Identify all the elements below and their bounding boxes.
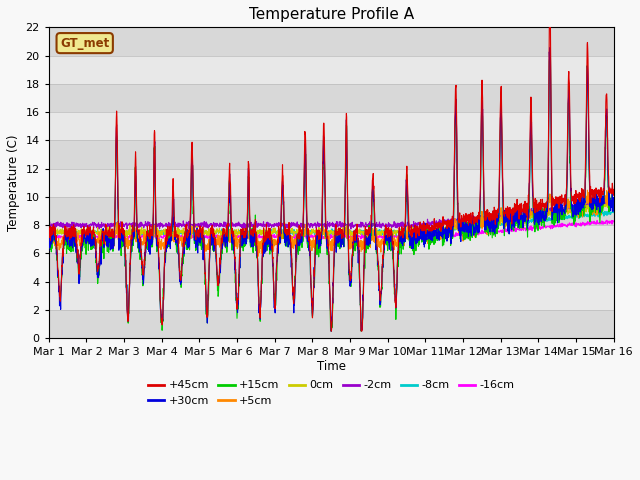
Bar xyxy=(49,197,614,225)
Bar xyxy=(49,140,614,168)
Bar xyxy=(49,56,614,84)
Bar xyxy=(49,112,614,140)
Text: GT_met: GT_met xyxy=(60,36,109,49)
Bar xyxy=(49,84,614,112)
Bar xyxy=(49,253,614,282)
Bar xyxy=(49,225,614,253)
Bar xyxy=(49,27,614,56)
Bar xyxy=(49,168,614,197)
X-axis label: Time: Time xyxy=(317,360,346,373)
Bar xyxy=(49,310,614,338)
Title: Temperature Profile A: Temperature Profile A xyxy=(249,7,414,22)
Y-axis label: Temperature (C): Temperature (C) xyxy=(7,134,20,231)
Legend: +45cm, +30cm, +15cm, +5cm, 0cm, -2cm, -8cm, -16cm: +45cm, +30cm, +15cm, +5cm, 0cm, -2cm, -8… xyxy=(143,376,519,410)
Bar xyxy=(49,282,614,310)
